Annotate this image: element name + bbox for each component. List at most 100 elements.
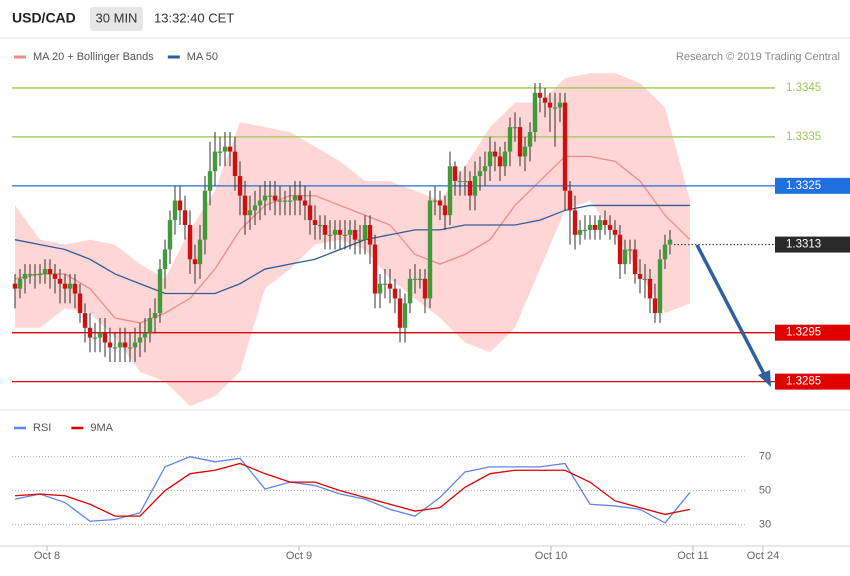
candle-body [262, 195, 268, 201]
candle-body [32, 273, 38, 276]
candle-body [502, 151, 508, 167]
candle-body [307, 205, 313, 221]
candle-body [472, 176, 478, 196]
candle-body [112, 347, 118, 349]
rsi-line [14, 462, 691, 517]
interval-box [90, 7, 143, 31]
candle-body [467, 180, 473, 196]
candle-body [192, 259, 198, 265]
candle-body [182, 210, 188, 225]
candle-body [247, 210, 253, 216]
candle-body [117, 342, 123, 348]
candle-body [317, 225, 323, 227]
source: Research © 2019 Trading Central [676, 51, 840, 63]
candle-body [72, 283, 78, 294]
y-tick-label: 30 [759, 519, 771, 531]
candle-body [127, 347, 133, 349]
candle-body [437, 200, 443, 206]
candle-body [212, 151, 218, 172]
candle-body [252, 205, 258, 211]
legend-label: MA 20 + Bollinger Bands [33, 51, 154, 63]
candle-body [512, 127, 518, 129]
candle-body [327, 234, 333, 236]
candle-body [487, 151, 493, 167]
candle-body [17, 278, 23, 289]
candle-body [97, 332, 103, 338]
candle-body [42, 269, 48, 274]
candle-body [132, 342, 138, 348]
candle-body [492, 151, 498, 157]
candle-body [517, 127, 523, 157]
candle-body [332, 229, 338, 235]
candle-body [647, 278, 653, 299]
y-tick-label: 50 [759, 485, 771, 497]
level-label: 1.3313 [786, 239, 821, 251]
candle-body [377, 283, 383, 294]
candle-body [397, 298, 403, 328]
candle-body [362, 225, 368, 240]
candle-body [52, 273, 58, 279]
candle-body [102, 332, 108, 343]
forecast-arrow [695, 244, 771, 387]
level-label: 1.3295 [786, 327, 821, 339]
candle-body [457, 180, 463, 183]
candle-body [622, 249, 628, 265]
candle-body [167, 220, 173, 250]
level-label: 1.3335 [786, 131, 821, 143]
chart-title: USD/CAD [12, 10, 76, 26]
candle-body [237, 176, 243, 196]
time: 13:32:40 CET [154, 10, 234, 25]
ma-line [14, 204, 690, 295]
candle-body [667, 239, 673, 245]
candle-body [242, 195, 248, 216]
candle-body [162, 249, 168, 270]
candle-body [367, 225, 373, 245]
candle-body [597, 220, 603, 230]
candle-body [12, 283, 18, 289]
level-box [775, 324, 850, 341]
candle-body [542, 97, 548, 103]
candle-body [627, 249, 633, 251]
candle-body [537, 92, 543, 98]
candle-body [147, 318, 153, 333]
level-box [775, 373, 850, 390]
arrow-head [758, 370, 771, 387]
candle-body [177, 200, 183, 211]
interval: 30 MIN [96, 10, 138, 25]
candle-body [337, 229, 343, 235]
candle-body [292, 195, 298, 201]
candle-body [302, 200, 308, 206]
x-tick-label: Oct 11 [677, 550, 709, 562]
candle-body [142, 332, 148, 338]
candle-body [57, 278, 63, 284]
candle-body [592, 225, 598, 230]
candle-body [137, 337, 143, 343]
candle-body [92, 337, 98, 339]
candle-body [452, 166, 458, 181]
candle-body [277, 200, 283, 202]
candle-body [507, 127, 513, 152]
candle-body [157, 269, 163, 314]
level-label: 1.3345 [786, 82, 821, 94]
candle-body [522, 146, 528, 157]
candle-body [552, 107, 558, 109]
candle-body [567, 190, 573, 211]
candle-body [287, 200, 293, 202]
candle-body [267, 195, 273, 197]
candle-body [322, 225, 328, 235]
candle-body [442, 205, 448, 216]
candle-body [612, 229, 618, 235]
level-box [775, 236, 850, 253]
candle-body [172, 200, 178, 221]
candle-body [642, 278, 648, 281]
candle-body [352, 229, 358, 240]
candle-body [577, 229, 583, 235]
candle-body [27, 273, 33, 276]
candle-body [422, 278, 428, 299]
x-tick-label: Oct 10 [535, 550, 567, 562]
ma-line [14, 155, 691, 324]
candle-body [412, 278, 418, 281]
candle-body [547, 102, 553, 108]
candle-body [532, 92, 538, 132]
candle-body [282, 200, 288, 202]
